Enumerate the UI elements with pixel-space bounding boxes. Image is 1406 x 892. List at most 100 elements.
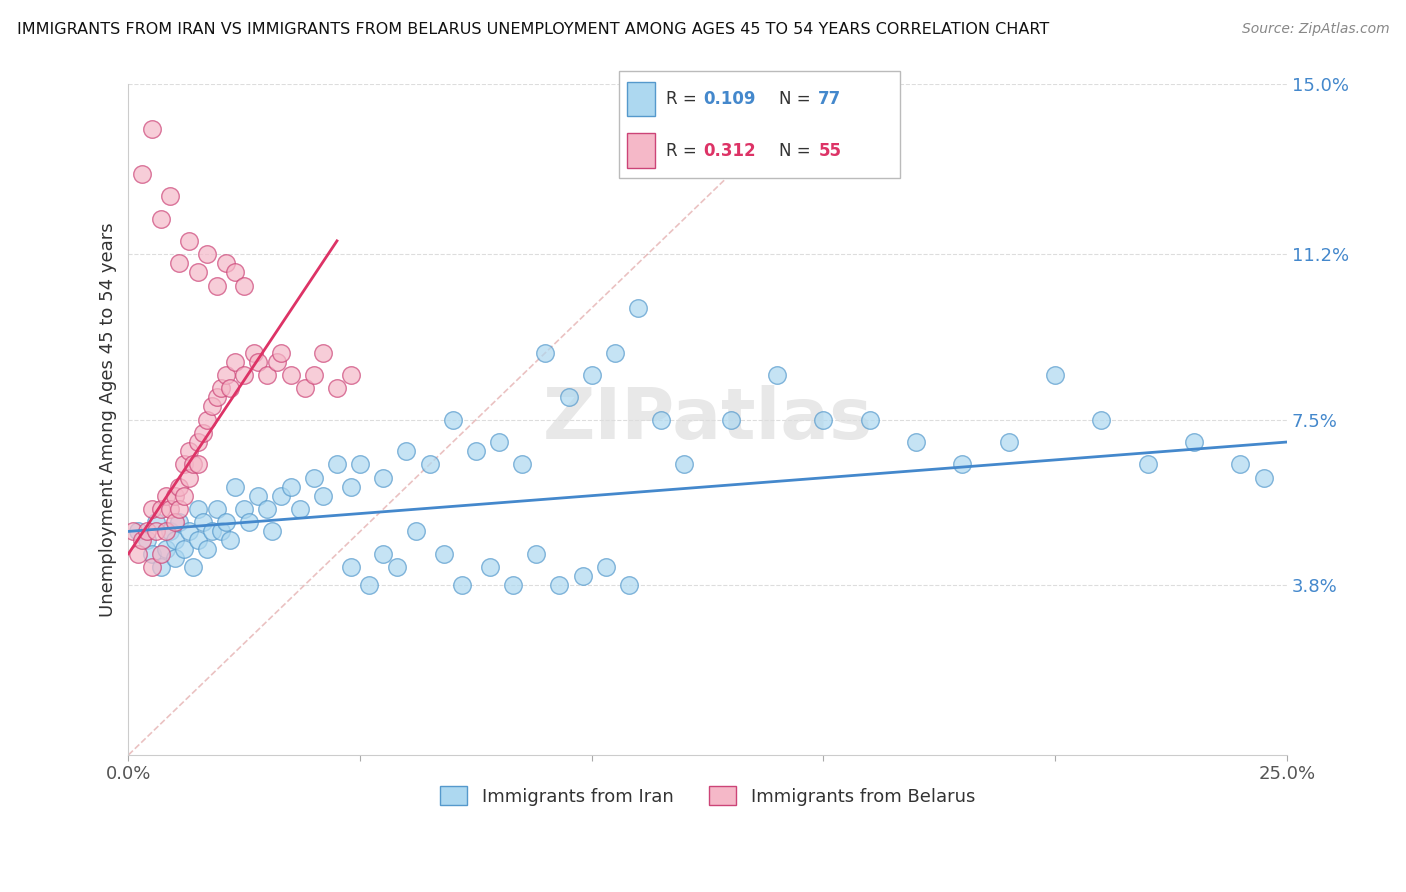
Point xyxy=(219,533,242,548)
Point xyxy=(149,211,172,226)
Point xyxy=(395,444,418,458)
Point xyxy=(195,247,218,261)
Point xyxy=(173,489,195,503)
Point xyxy=(548,578,571,592)
Point xyxy=(201,399,224,413)
Point xyxy=(173,542,195,557)
Point xyxy=(127,547,149,561)
Point xyxy=(1253,471,1275,485)
Point xyxy=(478,560,501,574)
Point xyxy=(122,524,145,539)
Y-axis label: Unemployment Among Ages 45 to 54 years: Unemployment Among Ages 45 to 54 years xyxy=(100,222,117,617)
Point xyxy=(1136,458,1159,472)
Text: 0.109: 0.109 xyxy=(703,90,755,108)
Point xyxy=(349,458,371,472)
FancyBboxPatch shape xyxy=(619,71,900,178)
Point xyxy=(224,480,246,494)
Point xyxy=(1229,458,1251,472)
Text: R =: R = xyxy=(666,142,697,160)
Point xyxy=(131,167,153,181)
Point xyxy=(270,345,292,359)
Point xyxy=(177,444,200,458)
Point xyxy=(326,458,349,472)
Point xyxy=(195,542,218,557)
Point xyxy=(149,547,172,561)
Text: N =: N = xyxy=(779,90,810,108)
Point xyxy=(441,412,464,426)
Point xyxy=(270,489,292,503)
Point xyxy=(262,524,284,539)
Point xyxy=(1043,368,1066,382)
Point xyxy=(673,458,696,472)
Point xyxy=(524,547,547,561)
Point xyxy=(209,381,232,395)
Point xyxy=(571,569,593,583)
Point xyxy=(215,256,238,270)
Point xyxy=(766,368,789,382)
Point xyxy=(205,502,228,516)
Point xyxy=(141,547,163,561)
Point xyxy=(163,533,186,548)
Point xyxy=(340,560,363,574)
Point xyxy=(183,560,205,574)
Point xyxy=(340,480,363,494)
Point xyxy=(131,533,153,548)
Point xyxy=(419,458,441,472)
Legend: Immigrants from Iran, Immigrants from Belarus: Immigrants from Iran, Immigrants from Be… xyxy=(433,779,983,813)
Point xyxy=(813,412,835,426)
Point xyxy=(159,189,181,203)
Point xyxy=(183,458,205,472)
Point xyxy=(224,354,246,368)
Point xyxy=(177,471,200,485)
Point xyxy=(294,381,316,395)
Point xyxy=(233,278,256,293)
Point xyxy=(136,524,159,539)
Point xyxy=(233,502,256,516)
Point xyxy=(238,516,260,530)
Point xyxy=(145,524,167,539)
Point xyxy=(510,458,533,472)
Point xyxy=(359,578,381,592)
Point xyxy=(432,547,454,561)
Point xyxy=(288,502,311,516)
Text: 77: 77 xyxy=(818,90,842,108)
Text: 0.312: 0.312 xyxy=(703,142,755,160)
FancyBboxPatch shape xyxy=(627,82,655,116)
Point xyxy=(312,345,335,359)
Point xyxy=(387,560,409,574)
Point xyxy=(373,471,395,485)
Point xyxy=(280,368,302,382)
Text: Source: ZipAtlas.com: Source: ZipAtlas.com xyxy=(1241,22,1389,37)
Point xyxy=(169,502,191,516)
Point xyxy=(187,533,209,548)
Point xyxy=(998,435,1021,450)
Text: ZIPatlas: ZIPatlas xyxy=(543,385,873,454)
Point xyxy=(173,458,195,472)
Point xyxy=(242,345,264,359)
Point xyxy=(859,412,882,426)
Point xyxy=(557,390,579,404)
Point xyxy=(155,489,177,503)
Point xyxy=(169,516,191,530)
Point xyxy=(187,435,209,450)
Point xyxy=(373,547,395,561)
Text: R =: R = xyxy=(666,90,697,108)
Point xyxy=(159,524,181,539)
Point xyxy=(169,480,191,494)
Point xyxy=(581,368,603,382)
Point xyxy=(247,489,270,503)
Point xyxy=(302,471,325,485)
Point xyxy=(215,516,238,530)
Point xyxy=(405,524,427,539)
Point xyxy=(1090,412,1112,426)
Point xyxy=(163,551,186,566)
Point xyxy=(256,502,278,516)
Text: 55: 55 xyxy=(818,142,841,160)
Point xyxy=(141,560,163,574)
Point xyxy=(720,412,742,426)
Point xyxy=(617,578,640,592)
Point xyxy=(595,560,617,574)
Point xyxy=(141,122,163,136)
Point xyxy=(603,345,626,359)
Point xyxy=(302,368,325,382)
